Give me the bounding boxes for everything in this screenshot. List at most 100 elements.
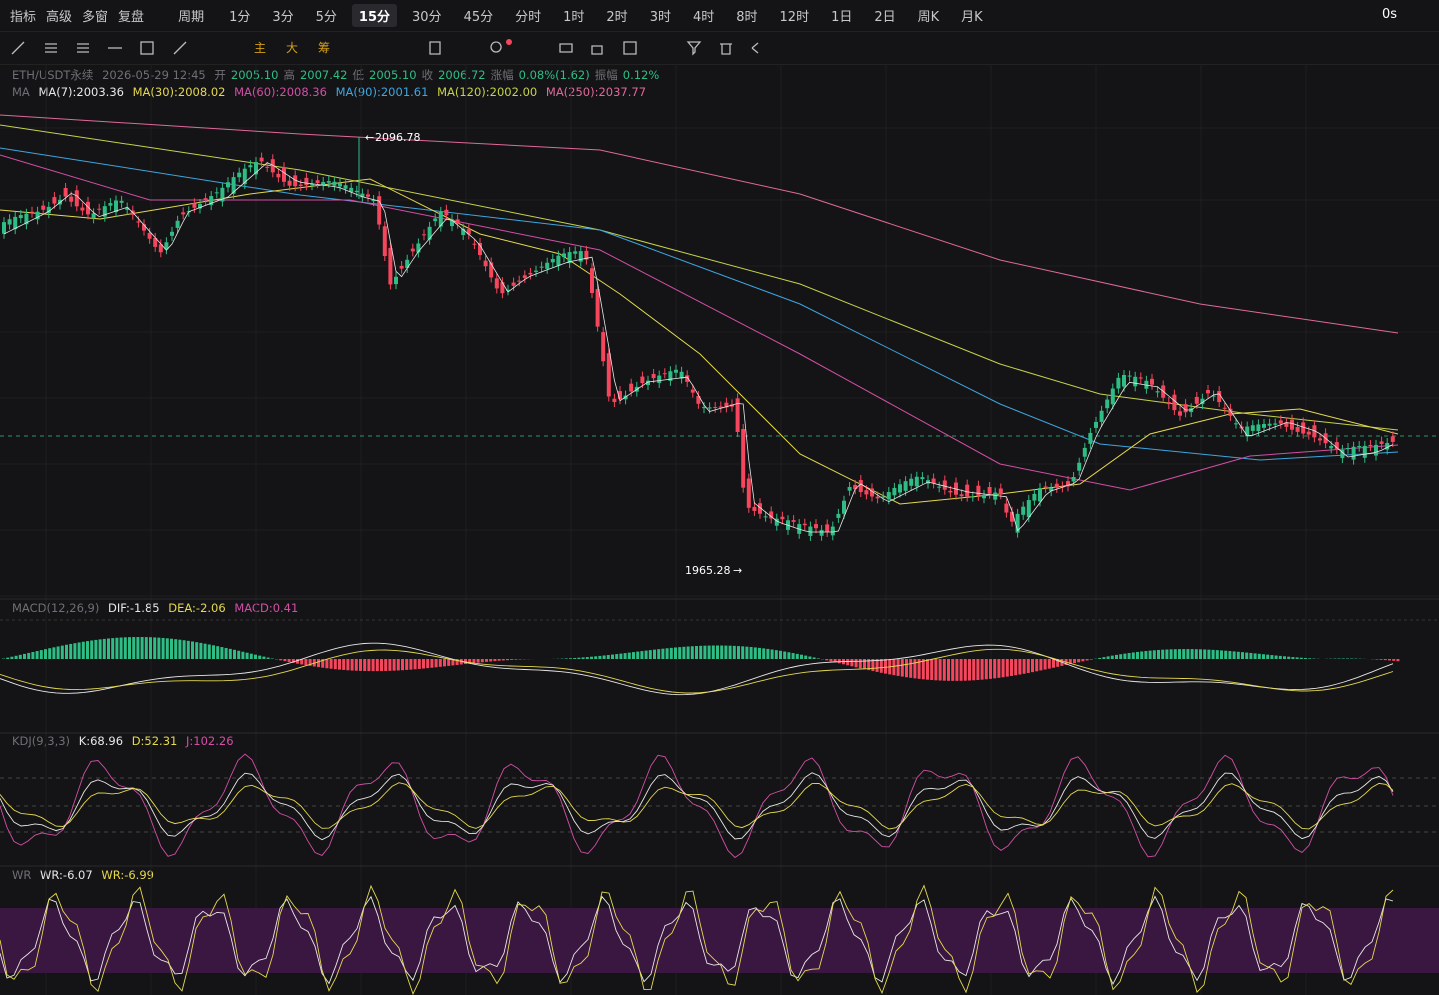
candle-body bbox=[629, 383, 634, 392]
candle-body bbox=[147, 232, 152, 239]
tool-icon[interactable] bbox=[140, 41, 154, 55]
macd-bar bbox=[111, 638, 115, 659]
macd-bar bbox=[569, 658, 572, 659]
interval-button[interactable]: 5分 bbox=[315, 10, 337, 25]
interval-button[interactable]: 2时 bbox=[606, 10, 628, 25]
macd-bar bbox=[1052, 659, 1055, 668]
macd-bar bbox=[392, 659, 396, 671]
interval-button[interactable]: 3分 bbox=[272, 10, 294, 25]
macd-bar bbox=[115, 637, 119, 659]
candle-body bbox=[1038, 488, 1042, 502]
candle-body bbox=[511, 282, 516, 286]
menu-item[interactable]: 多窗 bbox=[82, 10, 109, 25]
menu-item[interactable]: 高级 bbox=[46, 10, 73, 25]
interval-button[interactable]: 45分 bbox=[463, 10, 494, 25]
candle-body bbox=[746, 478, 751, 508]
candle-body bbox=[998, 488, 1003, 495]
candle-body bbox=[1295, 426, 1300, 432]
interval-button[interactable]: 1日 bbox=[831, 10, 853, 25]
candle-body bbox=[472, 243, 477, 245]
macd-bar bbox=[942, 659, 946, 681]
interval-button[interactable]: 30分 bbox=[412, 10, 442, 25]
interval-button[interactable]: 15分 bbox=[351, 4, 398, 27]
macd-bar bbox=[510, 659, 514, 660]
candle-body bbox=[1346, 448, 1350, 450]
candle-body bbox=[1026, 500, 1031, 518]
macd-bar bbox=[1152, 650, 1156, 659]
macd-bar bbox=[787, 652, 791, 659]
macd-bar bbox=[132, 637, 136, 659]
candle-body bbox=[1082, 447, 1087, 457]
macd-bar bbox=[283, 659, 287, 662]
field-label: 涨幅 bbox=[490, 68, 514, 82]
interval-button[interactable]: 分时 bbox=[515, 10, 542, 25]
interval-button[interactable]: 3时 bbox=[649, 10, 671, 25]
field-label: 高 bbox=[283, 68, 295, 82]
tool-icon[interactable] bbox=[45, 43, 57, 53]
candle-body bbox=[1306, 431, 1311, 435]
tool-label[interactable]: 筹 bbox=[318, 41, 330, 55]
k-line bbox=[0, 772, 1394, 841]
candle-body bbox=[130, 210, 135, 215]
ma-lines bbox=[0, 114, 1399, 505]
candle-body bbox=[903, 481, 908, 491]
interval-button[interactable]: 周K bbox=[917, 10, 940, 25]
candle-body bbox=[550, 258, 555, 263]
macd-bar bbox=[94, 639, 98, 659]
interval-button[interactable]: 1分 bbox=[229, 10, 251, 25]
tool-label[interactable]: 大 bbox=[286, 41, 298, 55]
candle-body bbox=[1379, 441, 1384, 444]
candle-body bbox=[797, 524, 802, 534]
menu-item[interactable]: 指标 bbox=[10, 10, 37, 25]
tool-icon[interactable] bbox=[77, 43, 89, 53]
macd-bar bbox=[69, 643, 73, 659]
candle-body bbox=[153, 237, 158, 247]
candle-body bbox=[298, 184, 303, 186]
candle-body bbox=[556, 255, 561, 266]
d-line bbox=[0, 782, 1394, 830]
period-menu[interactable]: 周期 bbox=[178, 10, 205, 25]
candle-body bbox=[892, 487, 897, 496]
macd-bar bbox=[329, 659, 333, 669]
candle-body bbox=[976, 485, 981, 496]
menu-item[interactable]: 复盘 bbox=[118, 10, 145, 25]
interval-button[interactable]: 1时 bbox=[563, 10, 585, 25]
macd-bar bbox=[602, 655, 606, 659]
macd-bar bbox=[1224, 650, 1228, 659]
candle-body bbox=[175, 220, 180, 228]
ma-item: MA(7):2003.36 bbox=[38, 85, 124, 99]
candle-body bbox=[573, 251, 578, 254]
candle-body bbox=[214, 192, 219, 194]
tool-icon[interactable] bbox=[429, 41, 759, 56]
macd-bar bbox=[585, 657, 589, 659]
candle-body bbox=[1094, 421, 1098, 428]
candle-body bbox=[522, 275, 527, 278]
candle-body bbox=[119, 200, 124, 203]
macd-bar bbox=[724, 645, 728, 659]
interval-button[interactable]: 月K bbox=[961, 10, 983, 25]
macd-bar bbox=[23, 653, 26, 659]
macd-bar bbox=[846, 659, 850, 666]
macd-bar bbox=[48, 648, 52, 659]
candle-body bbox=[382, 226, 387, 257]
interval-button[interactable]: 12时 bbox=[779, 10, 810, 25]
interval-button[interactable]: 2日 bbox=[874, 10, 896, 25]
dif-line bbox=[0, 642, 1394, 696]
ma-item: MA(30):2008.02 bbox=[132, 85, 226, 99]
candle-body bbox=[612, 398, 617, 403]
interval-button[interactable]: 8时 bbox=[736, 10, 758, 25]
tool-label[interactable]: 主 bbox=[254, 41, 266, 55]
macd-bar bbox=[1283, 656, 1286, 659]
candle-body bbox=[209, 196, 214, 206]
interval-button[interactable]: 4时 bbox=[692, 10, 715, 25]
tool-icon[interactable] bbox=[173, 41, 187, 55]
candle-body bbox=[1312, 425, 1317, 438]
wr-name: WR bbox=[12, 868, 32, 882]
tool-icon[interactable] bbox=[11, 41, 25, 55]
candle-body bbox=[18, 215, 23, 219]
macd-bar bbox=[1341, 658, 1345, 659]
macd-bar bbox=[1043, 659, 1047, 670]
candle-body bbox=[203, 198, 208, 200]
macd-bar bbox=[157, 637, 161, 659]
ma-item: MA(120):2002.00 bbox=[437, 85, 538, 99]
